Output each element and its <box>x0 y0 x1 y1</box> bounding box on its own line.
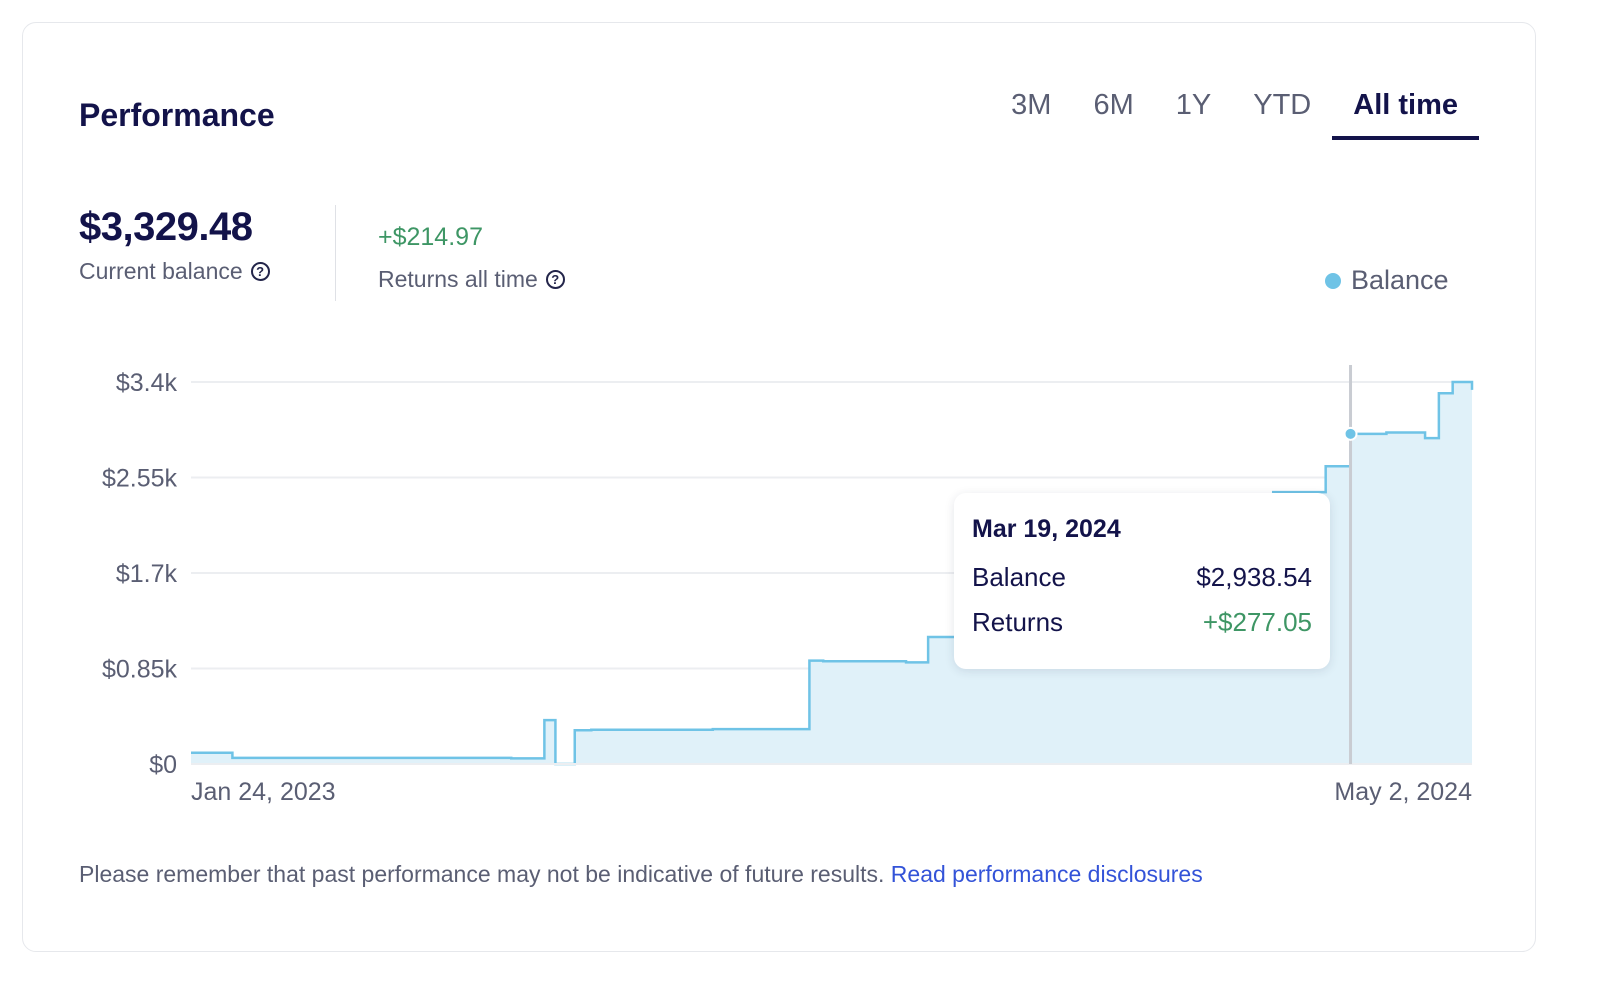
current-balance-value: $3,329.48 <box>79 205 253 249</box>
tab-all-time[interactable]: All time <box>1332 85 1479 140</box>
tab-1y[interactable]: 1Y <box>1155 85 1232 140</box>
section-title: Performance <box>79 97 275 133</box>
tooltip-returns-row: Returns +$277.05 <box>972 607 1312 638</box>
performance-card: Performance 3M 6M 1Y YTD All time $3,329… <box>22 22 1536 952</box>
help-icon[interactable]: ? <box>250 262 270 281</box>
legend-label: Balance <box>1351 265 1449 295</box>
y-tick-label: $1.7k <box>116 560 178 588</box>
returns-value: +$214.97 <box>378 223 483 251</box>
returns-label: Returns all time <box>378 266 538 292</box>
tooltip-balance-value: $2,938.54 <box>1196 562 1312 592</box>
current-balance-block: $3,329.48 Current balance ? <box>79 205 270 285</box>
current-balance-label: Current balance <box>79 258 243 284</box>
disclaimer-text: Please remember that past performance ma… <box>79 861 885 887</box>
legend-dot-icon <box>1325 272 1341 289</box>
tooltip-balance-label: Balance <box>972 562 1066 592</box>
x-tick-label-start: Jan 24, 2023 <box>191 778 336 806</box>
y-tick-label: $0 <box>149 751 177 779</box>
tooltip-balance-row: Balance $2,938.54 <box>972 562 1312 593</box>
balance-chart[interactable]: $0 $0.85k $1.7k $2.55k $3.4k Jan 24, 2023 May … <box>23 23 1537 823</box>
disclaimer: Please remember that past performance ma… <box>79 861 1203 888</box>
summary-divider <box>335 205 336 301</box>
x-tick-label-end: May 2, 2024 <box>1334 778 1472 806</box>
returns-label-row: Returns all time ? <box>378 266 565 293</box>
performance-disclosures-link[interactable]: Read performance disclosures <box>890 861 1203 887</box>
help-icon[interactable]: ? <box>545 270 565 289</box>
hover-point <box>1343 426 1358 441</box>
tooltip-returns-label: Returns <box>972 607 1064 637</box>
y-tick-label: $3.4k <box>116 369 178 397</box>
returns-block: +$214.97 Returns all time ? <box>378 223 565 293</box>
chart-legend: Balance <box>1325 265 1449 296</box>
tab-ytd[interactable]: YTD <box>1232 85 1332 140</box>
time-range-tabs: 3M 6M 1Y YTD All time <box>990 85 1479 140</box>
tooltip-date: Mar 19, 2024 <box>972 515 1121 543</box>
tab-6m[interactable]: 6M <box>1072 85 1154 140</box>
y-tick-label: $0.85k <box>102 656 178 684</box>
current-balance-label-row: Current balance ? <box>79 258 270 285</box>
y-tick-label: $2.55k <box>102 465 178 493</box>
tab-3m[interactable]: 3M <box>990 85 1072 140</box>
chart-tooltip: Mar 19, 2024 Balance $2,938.54 Returns +… <box>954 493 1330 669</box>
tooltip-returns-value: +$277.05 <box>1202 607 1312 637</box>
